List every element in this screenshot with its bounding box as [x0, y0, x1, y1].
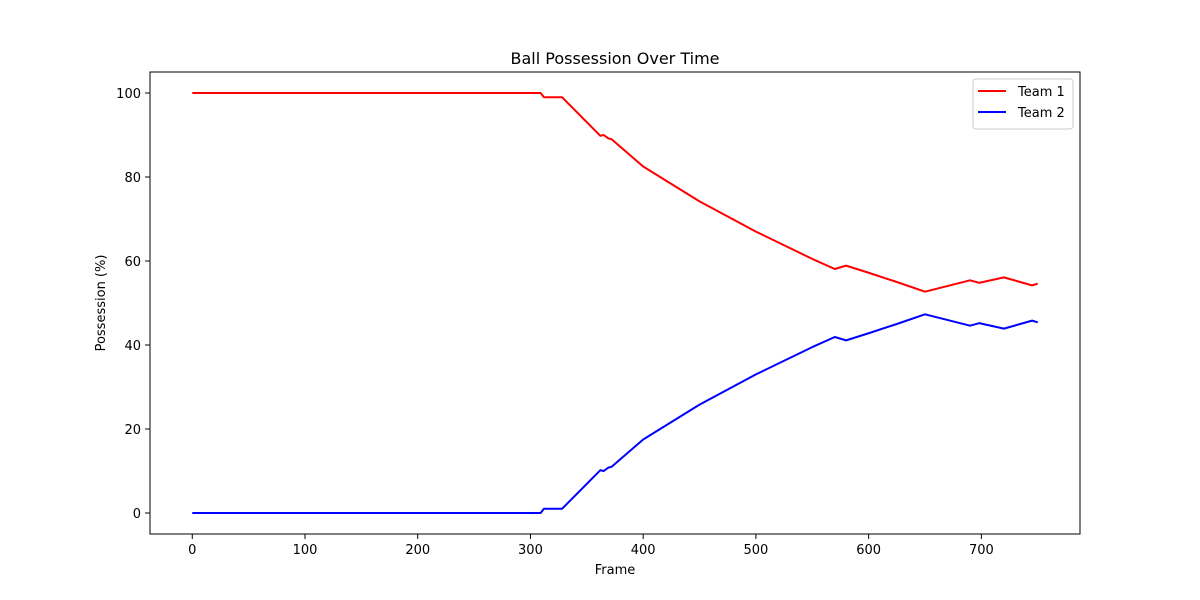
series-line-team-1 — [192, 92, 1039, 293]
x-tick-label: 0 — [188, 543, 196, 558]
y-tick-label: 0 — [133, 507, 141, 522]
legend: Team 1 Team 2 — [972, 78, 1074, 130]
x-axis-label: Frame — [595, 563, 636, 578]
legend-label-team-1: Team 1 — [1017, 85, 1065, 100]
y-tick-label: 80 — [124, 171, 141, 186]
y-tick-label: 100 — [116, 87, 141, 102]
x-tick-label: 300 — [518, 543, 543, 558]
x-tick-label: 700 — [969, 543, 994, 558]
plot-frame — [149, 71, 1081, 535]
y-tick-label: 40 — [124, 339, 141, 354]
y-tick-label: 60 — [124, 255, 141, 270]
x-tick-label: 400 — [631, 543, 656, 558]
y-tick-label: 20 — [124, 423, 141, 438]
x-tick-label: 100 — [293, 543, 318, 558]
x-tick-label: 500 — [743, 543, 768, 558]
x-tick-label: 600 — [856, 543, 881, 558]
x-tick-label: 200 — [405, 543, 430, 558]
legend-label-team-2: Team 2 — [1017, 106, 1065, 121]
series-line-team-2 — [192, 313, 1039, 514]
chart-title: Ball Possession Over Time — [511, 49, 720, 68]
y-axis-label: Possession (%) — [94, 255, 109, 352]
